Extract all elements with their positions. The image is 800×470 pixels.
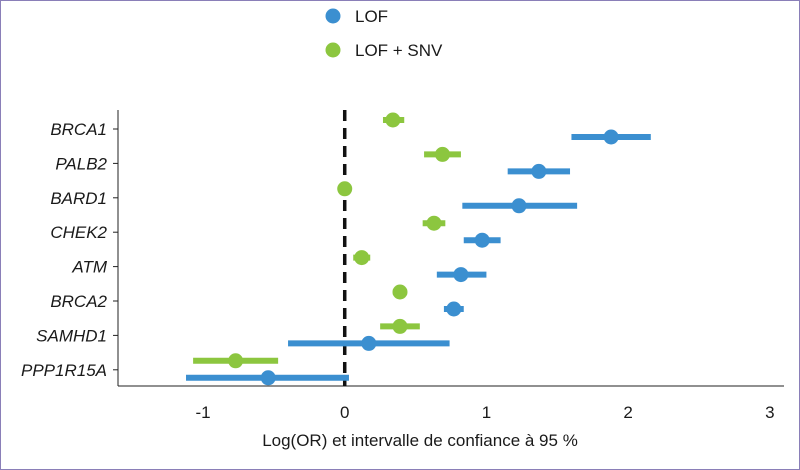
category-label: SAMHD1 (36, 326, 107, 345)
estimate-point (511, 198, 527, 214)
estimate-point (385, 112, 401, 128)
x-axis-label: Log(OR) et intervalle de confiance à 95 … (262, 431, 578, 450)
estimate-point (446, 301, 462, 317)
category-label: PPP1R15A (21, 361, 107, 380)
category-label: BRCA1 (50, 120, 107, 139)
estimate-point (434, 146, 450, 162)
x-axis: -1 0 1 2 3 (118, 385, 784, 422)
category-label: BRCA2 (50, 292, 107, 311)
x-tick-label: -1 (195, 403, 210, 422)
x-tick-label: 1 (482, 403, 491, 422)
estimate-point (337, 181, 353, 197)
legend: LOF LOF + SNV (325, 7, 443, 60)
estimate-point (474, 232, 490, 248)
legend-label-1: LOF + SNV (355, 41, 443, 60)
x-tick-label: 2 (623, 403, 632, 422)
legend-marker-0 (325, 8, 341, 24)
estimate-point (453, 267, 469, 283)
legend-marker-1 (325, 42, 341, 58)
estimate-point (392, 318, 408, 334)
estimate-point (260, 370, 276, 386)
estimate-point (603, 129, 619, 145)
x-tick-label: 0 (340, 403, 349, 422)
category-label: CHEK2 (50, 223, 107, 242)
estimate-point (531, 163, 547, 179)
category-label: BARD1 (50, 189, 107, 208)
estimate-point (228, 353, 244, 369)
estimate-point (354, 250, 370, 266)
legend-label-0: LOF (355, 7, 388, 26)
estimate-point (392, 284, 408, 300)
category-label: PALB2 (55, 154, 107, 173)
x-tick-label: 3 (765, 403, 774, 422)
estimate-point (361, 335, 377, 351)
category-label: ATM (71, 258, 107, 277)
plot-marks (186, 112, 651, 386)
y-axis: BRCA1 PALB2 BARD1 CHEK2 ATM BRCA2 SAMHD1 PPP1R1… (21, 110, 119, 386)
estimate-point (426, 215, 442, 231)
